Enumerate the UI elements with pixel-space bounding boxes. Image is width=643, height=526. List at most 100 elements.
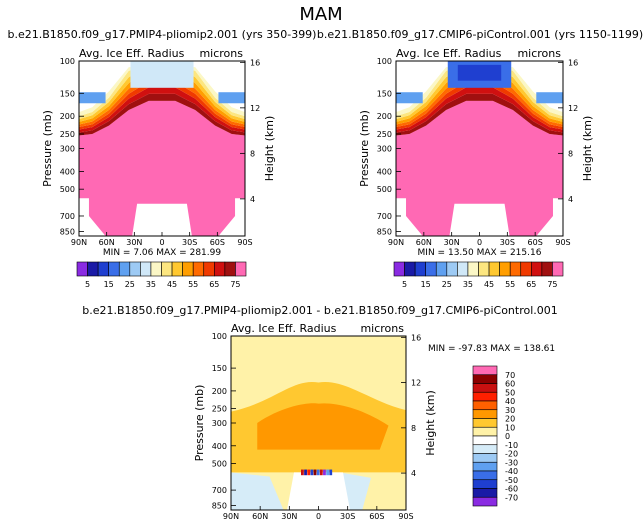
colorbar-1-label-6: 65 <box>526 280 536 289</box>
panel-1-left-label: Avg. Ice Eff. Radius <box>396 47 502 60</box>
colorbar-1-box-1 <box>404 261 416 277</box>
colorbar-2-box-2 <box>472 383 498 393</box>
pink-field <box>396 100 563 237</box>
panel-2: b.e21.B1850.f09_g17.PMIP4-pliomip2.001 -… <box>82 304 558 521</box>
panel-0-ytick-label-7: 700 <box>60 212 75 221</box>
contour-band-7 <box>396 67 563 117</box>
panels-group: b.e21.B1850.f09_g17.PMIP4-pliomip2.001 (… <box>8 28 643 521</box>
panel-0-rtick-label-1: 12 <box>250 104 260 113</box>
panel-2-ytick-label-1: 150 <box>212 364 227 373</box>
contour-band-3 <box>396 74 563 128</box>
panel-1-ytick-label-4: 300 <box>377 145 392 154</box>
colorbar-1-label-2: 25 <box>442 280 452 289</box>
colorbar-0-box-2 <box>97 261 109 277</box>
panel-2-left-label: Avg. Ice Eff. Radius <box>231 322 337 335</box>
panel-0-left-label: Avg. Ice Eff. Radius <box>79 47 185 60</box>
colorbar-1-box-5 <box>446 261 458 277</box>
panel-1-ytick-label-3: 250 <box>377 130 392 139</box>
colorbar-2-box-8 <box>472 435 498 446</box>
colorbar-2-label-13: -60 <box>505 485 518 494</box>
colorbar-1-label-0: 5 <box>402 280 407 289</box>
contour-band-4 <box>79 67 245 125</box>
pink-field <box>79 100 245 237</box>
panel-2-rtick-label-0: 16 <box>411 333 421 342</box>
panel-1-ytick-label-6: 500 <box>377 185 392 194</box>
contour-band-0 <box>396 93 563 136</box>
colorbar-0-label-0: 5 <box>85 280 90 289</box>
panel-1-xtick-label-4: 30S <box>500 238 515 247</box>
contour-band-2 <box>396 81 563 130</box>
edge-band-left <box>396 92 423 104</box>
panel-1-rtick-label-0: 16 <box>568 58 578 67</box>
colorbar-1-box-2 <box>414 261 426 277</box>
mask-right <box>218 198 245 236</box>
panel-1-xtick-label-0: 90N <box>388 238 404 247</box>
panel-1-xtick-label-2: 30N <box>444 238 460 247</box>
panel-1-ytick-label-1: 150 <box>377 89 392 98</box>
panel-2-ylabel-right: Height (km) <box>424 390 437 456</box>
colorbar-0-box-9 <box>171 261 183 277</box>
panel-1-xtick-label-1: 60N <box>416 238 432 247</box>
panel-0-rtick-label-0: 16 <box>250 58 260 67</box>
panel-0-units: microns <box>199 47 243 60</box>
edge-band-left <box>79 92 106 104</box>
colorbar-0-box-3 <box>108 261 120 277</box>
colorbar-2-box-6 <box>472 418 498 428</box>
colorbar-2-label-12: -50 <box>505 476 518 485</box>
panel-2-rtick-label-2: 8 <box>411 424 416 433</box>
colorbar-1-label-7: 75 <box>547 280 557 289</box>
colorbar-1-box-4 <box>435 261 448 277</box>
colorbar-0-box-8 <box>161 261 173 277</box>
panel-0-title: b.e21.B1850.f09_g17.PMIP4-pliomip2.001 (… <box>8 28 317 41</box>
panel-2-ytick-label-8: 850 <box>212 501 227 510</box>
panel-2-stats: MIN = -97.83 MAX = 138.61 <box>428 344 555 354</box>
colorbar-2-box-15 <box>472 496 498 507</box>
colorbar-2-box-3 <box>472 391 498 402</box>
colorbar-1-label-5: 55 <box>505 280 515 289</box>
colorbar-1-box-9 <box>488 261 500 277</box>
panel-1-xtick-label-5: 60S <box>528 238 543 247</box>
colorbar-1-box-11 <box>509 261 522 277</box>
contour-band-4 <box>396 67 563 125</box>
panel-2-title: b.e21.B1850.f09_g17.PMIP4-pliomip2.001 -… <box>82 304 558 317</box>
colorbar-0-box-14 <box>224 261 236 277</box>
contour-band-7 <box>79 67 245 117</box>
panel-2-ytick-label-6: 500 <box>212 459 227 468</box>
colorbar-1-box-0 <box>393 261 405 277</box>
diff-noise-4 <box>313 469 317 476</box>
colorbar-0-box-10 <box>182 261 194 277</box>
diff-noise-5 <box>316 469 320 476</box>
colorbar-2-label-6: 10 <box>505 423 515 432</box>
mask-left <box>79 198 106 236</box>
panel-0-ylabel-right: Height (km) <box>263 116 276 182</box>
colorbar-1-box-12 <box>520 261 532 277</box>
diff-noise-8 <box>326 469 329 476</box>
panel-1-stats: MIN = 13.50 MAX = 215.16 <box>418 248 542 258</box>
diff-noise-7 <box>323 469 326 476</box>
colorbar-2-label-1: 60 <box>505 380 515 389</box>
contour-band-1 <box>79 87 245 133</box>
colorbar-0-label-4: 45 <box>167 280 177 289</box>
colorbar-2-box-9 <box>472 444 498 454</box>
colorbar-2-label-0: 70 <box>505 371 515 380</box>
colorbar-0-box-1 <box>87 261 99 277</box>
panel-2-ytick-label-7: 700 <box>212 486 227 495</box>
panel-0-xtick-label-5: 60S <box>210 238 225 247</box>
colorbar-2-label-2: 50 <box>505 388 515 397</box>
colorbar-2-box-12 <box>472 470 498 481</box>
colorbar-2-label-3: 40 <box>505 397 515 406</box>
colorbar-1-label-4: 45 <box>484 280 494 289</box>
colorbar-0-box-12 <box>203 261 215 277</box>
panel-2-xtick-label-4: 30S <box>340 512 355 521</box>
panel-1-rtick-label-1: 12 <box>568 104 578 113</box>
panel-1-xtick-label-6: 90S <box>555 238 570 247</box>
colorbar-2-box-4 <box>472 400 498 411</box>
panel-1-title: b.e21.B1850.f09_g17.CMIP6-piControl.001 … <box>317 28 643 41</box>
edge-band-right <box>218 92 245 104</box>
diff-noise-6 <box>319 469 323 476</box>
colorbar-2-label-5: 20 <box>505 415 515 424</box>
colorbar-0-label-2: 25 <box>125 280 135 289</box>
panel-0-ytick-label-3: 250 <box>60 130 75 139</box>
panel-0-ytick-label-1: 150 <box>60 89 75 98</box>
